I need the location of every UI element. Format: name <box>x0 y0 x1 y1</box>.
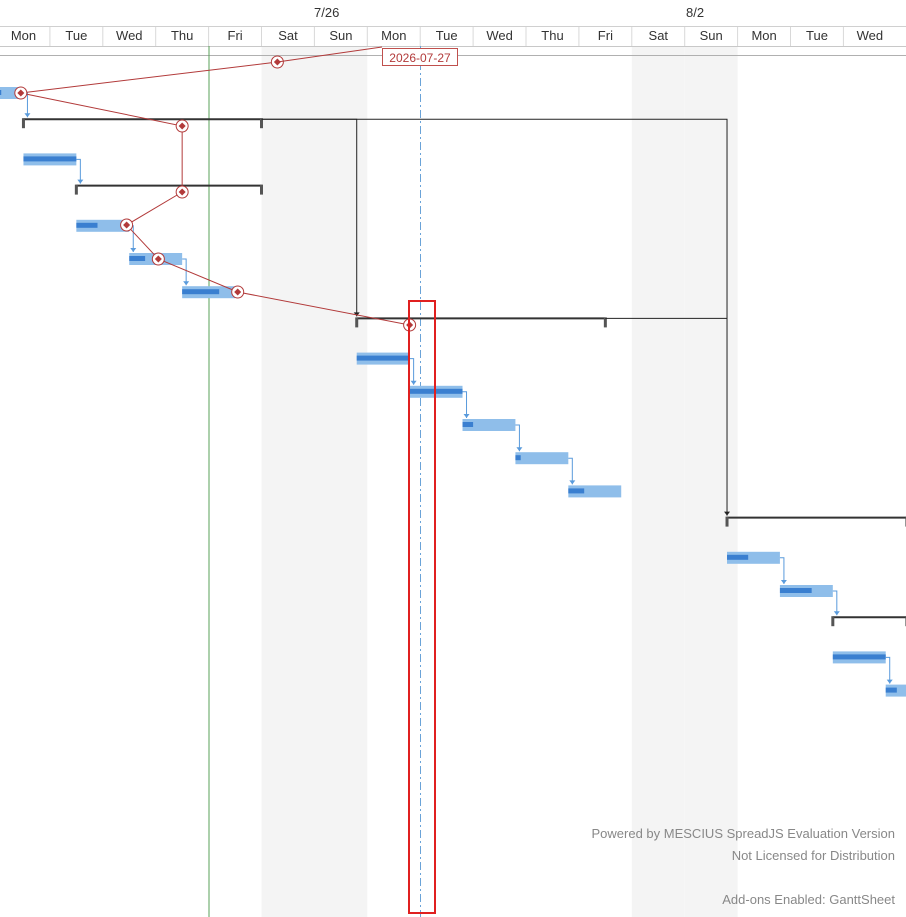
summary-dependency-arrow <box>724 511 731 516</box>
dependency-line <box>885 656 891 684</box>
task-progress <box>779 588 812 593</box>
day-label: Wed <box>486 28 513 43</box>
summary-left-cap <box>74 184 78 195</box>
day-label: Sun <box>699 28 723 43</box>
dependency-arrow <box>569 480 576 485</box>
task-progress <box>462 422 474 427</box>
watermark-line3: Add-ons Enabled: GanttSheet <box>722 892 895 907</box>
dependency-line <box>409 358 415 385</box>
day-label: Sat <box>278 28 298 43</box>
dependency-arrow <box>886 679 893 684</box>
dependency-line <box>462 391 468 418</box>
dependency-line <box>779 557 785 584</box>
week-label: 7/26 <box>314 5 340 20</box>
dependency-arrow <box>24 113 31 118</box>
watermark-line2: Not Licensed for Distribution <box>731 848 895 863</box>
task-progress <box>885 687 897 693</box>
task-progress <box>832 654 886 660</box>
task-progress <box>182 289 220 295</box>
summary-left-cap <box>831 616 835 627</box>
progress-diamond <box>154 255 162 263</box>
progress-tag-leader <box>277 46 383 63</box>
dependency-arrow <box>77 179 84 184</box>
summary-right-cap <box>260 184 263 195</box>
day-label: Tue <box>65 28 88 43</box>
task-bar <box>462 419 516 431</box>
dependency-line <box>182 258 187 286</box>
progress-diamond <box>234 288 242 296</box>
progress-diamond <box>17 89 25 97</box>
day-label: Mon <box>10 28 37 43</box>
dependency-line <box>568 457 573 485</box>
progress-diamond <box>178 122 186 130</box>
summary-dependency-line <box>261 118 728 516</box>
day-label: Sat <box>648 28 669 43</box>
progress-diamond <box>123 221 131 229</box>
day-label: Mon <box>381 28 407 43</box>
dependency-arrow <box>183 281 190 286</box>
day-label: Tue <box>435 28 458 43</box>
watermark-line1: Powered by MESCIUS SpreadJS Evaluation V… <box>591 826 896 841</box>
dependency-arrow <box>833 611 840 616</box>
day-label: Wed <box>116 28 143 43</box>
task-progress <box>568 488 585 494</box>
day-label: Fri <box>227 28 243 43</box>
task-progress <box>409 388 463 394</box>
day-label: Wed <box>856 28 884 43</box>
task-progress <box>0 90 2 95</box>
task-bar <box>515 452 569 465</box>
day-label: Thu <box>170 28 194 43</box>
status-date-tag: 2026-07-27 <box>382 48 458 66</box>
summary-right-cap <box>603 317 607 328</box>
task-progress <box>515 455 521 461</box>
dependency-arrow <box>463 414 470 418</box>
dependency-line <box>76 158 81 184</box>
weekend-shade <box>261 46 315 917</box>
highlight-box <box>408 300 436 914</box>
task-progress <box>727 554 749 560</box>
summary-left-cap <box>355 317 359 328</box>
day-label: Mon <box>751 28 777 43</box>
summary-left-cap <box>21 118 25 129</box>
task-progress <box>76 222 98 228</box>
day-label: Fri <box>597 28 613 43</box>
progress-line <box>20 61 410 326</box>
task-progress <box>23 156 77 162</box>
weekend-shade <box>314 46 368 917</box>
dependency-line <box>832 590 838 616</box>
dependency-arrow <box>410 380 417 385</box>
weekend-shade <box>684 46 738 917</box>
summary-right-cap <box>260 118 263 129</box>
dependency-arrow <box>130 248 137 252</box>
day-label: Tue <box>806 28 828 43</box>
day-label: Sun <box>329 28 353 43</box>
progress-diamond <box>178 188 186 196</box>
dependency-arrow <box>780 580 787 584</box>
weekend-shade <box>631 46 685 917</box>
dependency-arrow <box>516 447 523 452</box>
summary-left-cap <box>725 516 729 527</box>
day-label: Thu <box>541 28 564 43</box>
week-label: 8/2 <box>686 5 705 20</box>
task-progress <box>129 256 146 261</box>
task-progress <box>356 355 410 361</box>
dependency-line <box>515 424 520 452</box>
